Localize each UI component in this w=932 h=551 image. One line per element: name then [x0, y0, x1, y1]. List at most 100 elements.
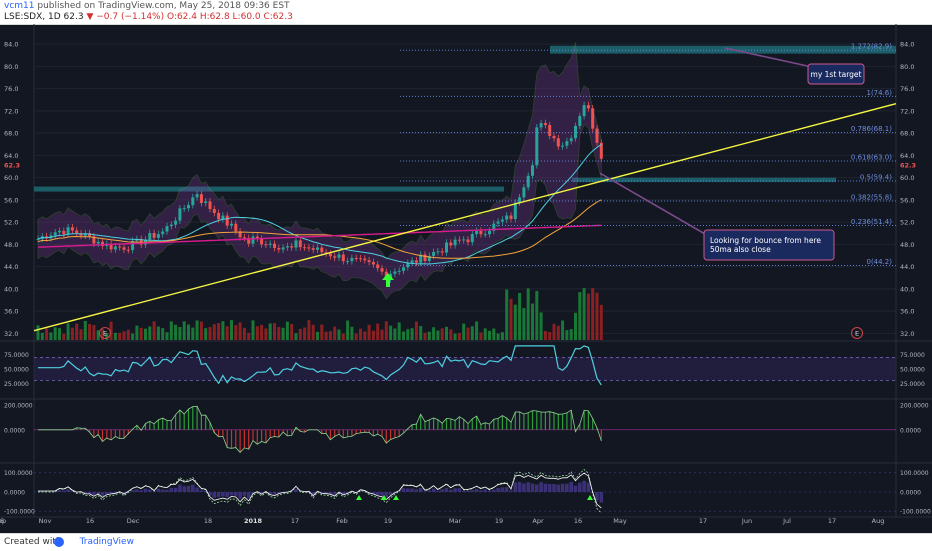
osc-histogram-bar [415, 489, 419, 492]
volume-bar [316, 332, 319, 340]
osc-tick-left: 0.0000 [4, 489, 25, 496]
osc-histogram-bar [432, 489, 436, 492]
volume-bar [303, 327, 306, 340]
volume-bar [92, 325, 95, 340]
candle-body [226, 216, 229, 226]
volume-bar [299, 329, 302, 340]
price-tick-right: 44.0 [900, 263, 914, 271]
price-tick-left: 60.0 [4, 174, 18, 182]
macd-tick-right: 200.0000 [900, 402, 929, 409]
osc-histogram-bar [582, 481, 586, 492]
candle-body [372, 262, 375, 264]
candle-body [458, 240, 461, 241]
candle-body [75, 230, 78, 233]
volume-bar [454, 334, 457, 340]
ohlc-values: O:62.4 H:62.8 L:60.0 C:62.3 [167, 12, 293, 22]
candle-body [381, 268, 384, 272]
candle-body [514, 203, 517, 219]
volume-bar [565, 330, 568, 340]
candle-body [187, 205, 190, 208]
volume-bar [131, 334, 134, 340]
osc-histogram-bar [92, 492, 96, 495]
volume-bar [514, 305, 517, 340]
candle-body [118, 246, 121, 247]
osc-histogram-bar [157, 489, 161, 492]
candle-body [402, 267, 405, 271]
osc-histogram-bar [595, 492, 599, 500]
osc-histogram-bar [101, 492, 105, 496]
volume-bar [574, 313, 577, 340]
candle-body [329, 254, 332, 257]
volume-bar [424, 333, 427, 340]
candle-body [501, 220, 504, 222]
volume-bar [204, 328, 207, 340]
x-axis-tick: 19 [384, 517, 392, 525]
volume-bar [290, 324, 293, 340]
candle-body [67, 227, 70, 234]
osc-tick-right: 0.0000 [900, 489, 921, 496]
candle-body [273, 244, 276, 248]
volume-bar [398, 322, 401, 340]
price-tick-left: 48.0 [4, 241, 18, 249]
fib-level-label: 0.618(63.0) [851, 153, 892, 161]
volume-bar [178, 327, 181, 340]
price-tick-right: 72.0 [900, 107, 914, 115]
volume-bar [406, 329, 409, 340]
candle-body [432, 252, 435, 256]
candle-body [475, 231, 478, 234]
osc-histogram-bar [552, 484, 556, 492]
volume-bar [140, 328, 143, 340]
volume-bar [441, 328, 444, 340]
symbol-line: LSE:SDX, 1D 62.3 ▼ −0.7 (−1.14%) O:62.4 … [4, 12, 293, 22]
volume-bar [307, 320, 310, 340]
price-tick-right: 68.0 [900, 130, 914, 138]
volume-bar [183, 321, 186, 340]
osc-histogram-bar [471, 490, 475, 492]
candle-body [217, 213, 220, 219]
osc-histogram-bar [419, 488, 423, 492]
price-tick-left: 40.0 [4, 285, 18, 293]
candle-body [578, 116, 581, 126]
price-change: −0.7 (−1.14%) [96, 12, 164, 22]
volume-bar [221, 321, 224, 340]
volume-bar [600, 305, 603, 340]
last-price-right: 62.3 [900, 161, 916, 169]
volume-bar [402, 332, 405, 340]
osc-histogram-bar [376, 492, 380, 495]
volume-bar [475, 321, 478, 340]
volume-bar [436, 330, 439, 340]
volume-bar [458, 333, 461, 340]
x-axis-tick: 16 [86, 517, 94, 525]
volume-bar [191, 328, 194, 340]
osc-histogram-bar [170, 488, 174, 492]
volume-bar [419, 326, 422, 340]
candle-body [71, 227, 74, 230]
osc-histogram-bar [230, 492, 234, 495]
osc-histogram-bar [492, 490, 496, 492]
osc-histogram-bar [578, 483, 582, 492]
osc-tick-right: 100.0000 [900, 470, 929, 477]
tradingview-logo-icon [54, 537, 64, 547]
tradingview-link[interactable]: TradingView [80, 537, 134, 547]
x-axis-tick: 16 [574, 517, 582, 525]
volume-bar [123, 331, 126, 340]
candle-body [191, 197, 194, 205]
volume-bar [273, 323, 276, 340]
osc-histogram-bar [182, 486, 186, 492]
price-tick-right: 84.0 [900, 41, 914, 49]
earnings-marker-label: E [855, 330, 859, 338]
volume-bar [432, 327, 435, 340]
osc-histogram-bar [238, 492, 242, 499]
candle-body [123, 247, 126, 249]
osc-tick-right: -100.0000 [900, 509, 931, 516]
price-tick-left: 68.0 [4, 130, 18, 138]
osc-histogram-bar [569, 482, 573, 492]
author-link[interactable]: vcm11 [4, 1, 35, 11]
price-tick-right: 56.0 [900, 196, 914, 204]
osc-histogram-bar [557, 485, 561, 492]
candle-body [157, 234, 160, 238]
candle-body [166, 226, 169, 231]
volume-bar [269, 323, 272, 340]
